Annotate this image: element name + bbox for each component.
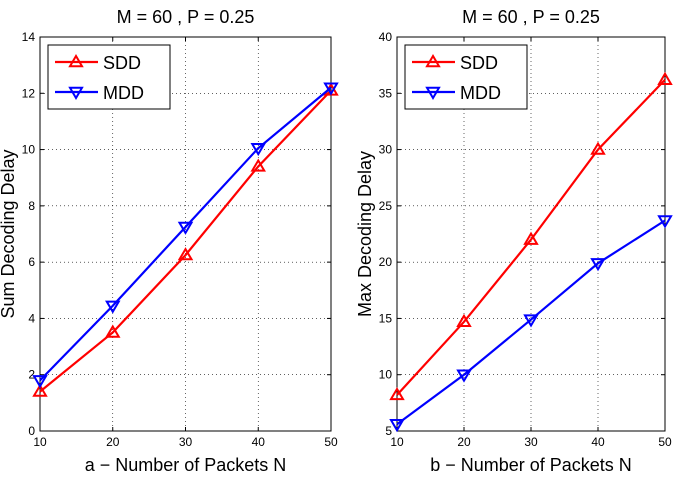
series-line-mdd (39, 86, 332, 382)
series-sdd (389, 71, 673, 401)
data-point-sdd (250, 158, 266, 172)
legend-marker-mdd (425, 86, 441, 100)
x-tick-label: 40 (252, 435, 266, 449)
y-tick-label: 6 (28, 255, 35, 269)
x-axis-label: b − Number of Packets N (430, 455, 632, 475)
x-tick-label: 20 (457, 435, 471, 449)
legend: SDD MDD (47, 44, 171, 110)
data-point-mdd (657, 215, 673, 229)
data-point-sdd (389, 387, 405, 401)
y-tick-label: 14 (22, 30, 36, 44)
y-tick-label: 10 (379, 368, 393, 382)
x-tick-label: 10 (33, 435, 47, 449)
series-mdd (389, 215, 673, 433)
y-tick-label: 5 (385, 424, 392, 438)
y-tick-label: 20 (379, 255, 393, 269)
x-tick-label: 30 (179, 435, 193, 449)
data-point-sdd (456, 313, 472, 328)
chart-panel-a: 10 20 30 40 50 0 2 4 6 8 10 12 14 M = 60 , P = 0.25 a … (0, 7, 339, 475)
series-line-sdd (396, 79, 666, 396)
x-axis-label: a − Number of Packets N (85, 455, 287, 475)
y-axis-label: Max Decoding Delay (355, 151, 375, 317)
data-point-sdd (590, 141, 606, 155)
chart-title: M = 60 , P = 0.25 (462, 7, 600, 27)
y-tick-label: 15 (379, 311, 393, 325)
y-axis-label: Sum Decoding Delay (0, 149, 18, 318)
x-tick-label: 20 (106, 435, 120, 449)
y-tick-label: 8 (28, 199, 35, 213)
series-line-sdd (39, 89, 332, 393)
x-tick-label: 30 (524, 435, 538, 449)
y-tick-label: 12 (22, 86, 36, 100)
y-tick-label: 40 (379, 30, 393, 44)
data-point-sdd (105, 324, 121, 338)
x-tick-label: 50 (658, 435, 672, 449)
y-tick-label: 30 (379, 143, 393, 157)
legend-label-sdd: SDD (460, 53, 498, 73)
data-point-sdd (657, 71, 673, 85)
legend-box (404, 44, 528, 110)
data-point-sdd (177, 247, 194, 261)
data-point-mdd (389, 419, 405, 433)
data-point-mdd (32, 375, 48, 389)
data-point-mdd (177, 221, 194, 235)
y-tick-label: 25 (379, 199, 393, 213)
data-point-sdd (32, 383, 48, 397)
data-point-mdd (105, 300, 121, 314)
series-line-mdd (396, 219, 666, 426)
x-tick-label: 10 (390, 435, 404, 449)
data-point-mdd (250, 142, 266, 157)
legend-marker-sdd (68, 54, 84, 68)
legend-label-sdd: SDD (103, 53, 141, 73)
y-tick-label: 35 (379, 86, 393, 100)
chart-title: M = 60 , P = 0.25 (117, 7, 255, 27)
legend-box (47, 44, 171, 110)
data-point-mdd (456, 369, 472, 383)
y-tick-label: 4 (28, 311, 35, 325)
x-tick-label: 50 (324, 435, 338, 449)
data-point-sdd (523, 231, 539, 245)
legend-label-mdd: MDD (103, 83, 144, 103)
y-tick-label: 0 (28, 424, 35, 438)
y-tick-label: 10 (22, 143, 36, 157)
data-point-mdd (590, 258, 606, 272)
x-tick-label: 40 (591, 435, 605, 449)
legend-label-mdd: MDD (460, 83, 501, 103)
y-tick-label: 2 (28, 368, 35, 382)
legend-marker-sdd (425, 54, 441, 68)
series-mdd (32, 82, 339, 389)
data-point-mdd (523, 314, 539, 328)
legend: SDD MDD (404, 44, 528, 110)
data-point-mdd (323, 82, 339, 96)
legend-marker-mdd (68, 86, 84, 100)
